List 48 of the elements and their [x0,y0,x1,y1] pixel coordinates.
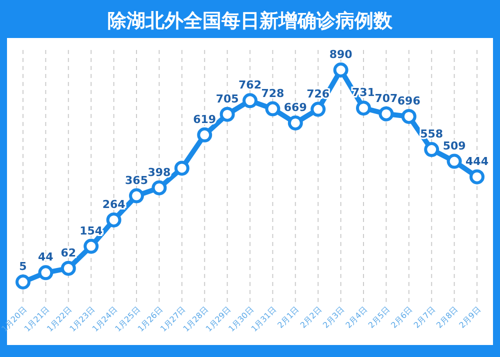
data-label: 707 [374,92,398,105]
data-label: 398 [148,166,171,179]
x-tick-label: 2月2日 [298,305,324,330]
point [333,62,348,78]
data-label: 264 [102,198,126,211]
point [356,100,371,116]
data-label: 619 [193,112,216,126]
point [174,160,190,176]
x-tick-label: 2月1日 [276,305,301,330]
point [38,265,54,280]
point [401,108,416,124]
point [220,106,235,122]
data-label: 154 [80,224,103,238]
x-tick-label: 2月7日 [412,305,438,330]
point [197,127,212,142]
point [470,169,484,184]
data-label: 44 [38,250,54,264]
point [288,115,303,130]
point [84,238,99,254]
chart-title: 除湖北外全国每日新增确诊病例数 [108,10,394,32]
point [265,101,280,116]
data-label: 890 [329,48,353,61]
point [242,93,258,108]
data-label: 669 [284,100,307,114]
point [60,260,76,276]
data-label: 62 [60,246,76,260]
x-tick-label: 2月9日 [458,305,482,330]
x-tick-label: 2月5日 [366,305,392,330]
data-label: 444 [466,154,489,168]
data-label: 509 [442,139,466,152]
point [424,142,440,158]
point [378,106,394,122]
x-tick-label: 2月8日 [434,305,460,330]
point [129,188,144,204]
data-label: 728 [261,86,284,100]
data-label: 696 [397,94,421,108]
data-label: 5 [19,260,27,273]
x-tick-label: 2月3日 [321,305,346,330]
x-tick-label: 2月6日 [389,305,414,330]
data-label: 365 [125,174,148,187]
data-label: 762 [238,78,262,92]
point [152,180,167,196]
point [446,154,462,169]
point [16,274,30,290]
data-label: 705 [216,92,239,106]
x-tick-label: 2月4日 [344,305,369,330]
point [106,212,122,228]
point [310,102,326,117]
